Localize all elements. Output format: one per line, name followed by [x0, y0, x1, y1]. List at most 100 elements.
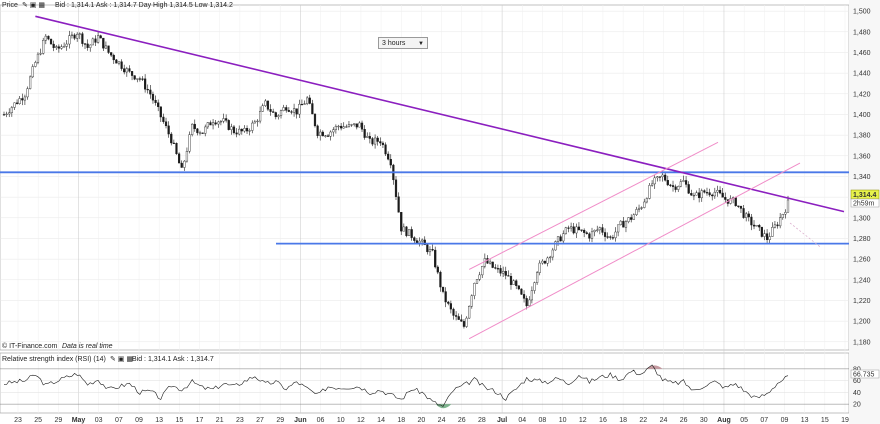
timeframe-select[interactable]: 3 hours ▼: [378, 37, 428, 49]
candle-body: [164, 121, 168, 127]
candle-body: [481, 266, 484, 276]
candle-body: [690, 193, 693, 196]
x-tick-label: 15: [821, 417, 829, 424]
candle-body: [441, 286, 445, 292]
x-tick-label: 12: [579, 417, 587, 424]
timer-badge: [850, 198, 880, 208]
candle-body: [217, 121, 220, 125]
candle-body: [462, 321, 466, 327]
x-tick-label: 28: [478, 417, 486, 424]
candle-body: [405, 226, 408, 236]
candle-body: [196, 128, 199, 134]
candles: [2, 30, 790, 329]
candle-body: [167, 125, 170, 135]
candle-body: [384, 144, 387, 155]
candle-body: [78, 33, 81, 35]
candle-body: [703, 190, 706, 193]
y-axis-panel: [849, 0, 880, 424]
x-tick-label: 27: [256, 417, 264, 424]
x-tick-label: 08: [539, 417, 547, 424]
candle-body: [198, 132, 202, 134]
candle-body: [478, 274, 481, 280]
candle-body: [525, 298, 528, 307]
candle-body: [415, 240, 419, 244]
candle-body: [407, 229, 411, 236]
candle-body: [572, 226, 575, 234]
candle-body: [627, 217, 630, 222]
candle-body: [745, 213, 748, 218]
toolbar-icons[interactable]: ✎ ▣ ▦: [22, 2, 45, 9]
channel-lower[interactable]: [468, 162, 801, 340]
candle-body: [400, 211, 403, 232]
candle-body: [562, 233, 565, 242]
candle-body: [44, 35, 47, 41]
candle-body: [204, 126, 207, 134]
candle-body: [431, 249, 434, 251]
candle-body: [452, 308, 455, 316]
candle-body: [73, 34, 76, 39]
candle-body: [379, 141, 382, 144]
candle-body: [334, 126, 337, 130]
candle-body: [426, 244, 429, 253]
candle-body: [5, 113, 8, 115]
candle-body: [695, 192, 698, 196]
candle-body: [509, 276, 513, 285]
trendline-descending[interactable]: [35, 15, 845, 213]
x-tick-label: 26: [458, 417, 466, 424]
candle-body: [39, 53, 42, 55]
x-tick-label: 10: [559, 417, 567, 424]
candle-body: [609, 236, 612, 238]
candle-body: [664, 174, 667, 181]
candle-body: [115, 59, 118, 64]
candle-body: [643, 201, 646, 208]
y-tick-label: 1,340: [853, 174, 871, 181]
y-tick-label: 1,440: [853, 71, 871, 78]
candle-body: [285, 107, 288, 111]
rsi-series: [3, 364, 789, 409]
candle-body: [277, 115, 280, 118]
candle-body: [55, 46, 58, 48]
price-badge-value: 1,314.4: [853, 192, 876, 199]
candle-body: [580, 229, 583, 231]
candle-body: [569, 226, 573, 229]
chevron-down-icon: ▼: [418, 41, 424, 47]
candle-body: [598, 227, 601, 231]
candle-body: [117, 61, 121, 64]
rsi-toolbar-icons[interactable]: ✎ ▣ ▦: [110, 356, 133, 363]
x-tick-label: 17: [196, 417, 204, 424]
candle-body: [648, 185, 651, 199]
candle-body: [470, 295, 473, 307]
candle-body: [342, 126, 345, 129]
candle-body: [188, 134, 191, 152]
candle-body: [376, 137, 379, 142]
candle-body: [640, 207, 643, 209]
candle-body: [671, 185, 675, 187]
candle-body: [175, 143, 178, 155]
candle-body: [622, 220, 625, 228]
candle-body: [65, 43, 68, 47]
y-tick-label: 1,200: [853, 319, 871, 326]
x-tick-label: 24: [660, 417, 668, 424]
candle-body: [742, 208, 745, 218]
candle-body: [512, 280, 515, 285]
candle-body: [729, 198, 732, 204]
candle-body: [211, 122, 215, 126]
candle-body: [23, 96, 27, 101]
candle-body: [765, 233, 769, 240]
x-tick-label: 06: [317, 417, 325, 424]
x-tick-label: 18: [397, 417, 405, 424]
candle-body: [141, 78, 144, 80]
candle-body: [635, 209, 638, 216]
candle-body: [86, 43, 89, 48]
candle-body: [768, 236, 771, 240]
candle-body: [444, 291, 447, 303]
candle-body: [773, 224, 777, 228]
candle-body: [637, 207, 641, 210]
realtime-note: Data is real time: [62, 343, 113, 350]
candle-body: [656, 176, 659, 179]
channel-upper[interactable]: [468, 141, 719, 270]
x-tick-label: 29: [276, 417, 284, 424]
x-tick-label: 24: [438, 417, 446, 424]
candle-body: [619, 220, 622, 226]
